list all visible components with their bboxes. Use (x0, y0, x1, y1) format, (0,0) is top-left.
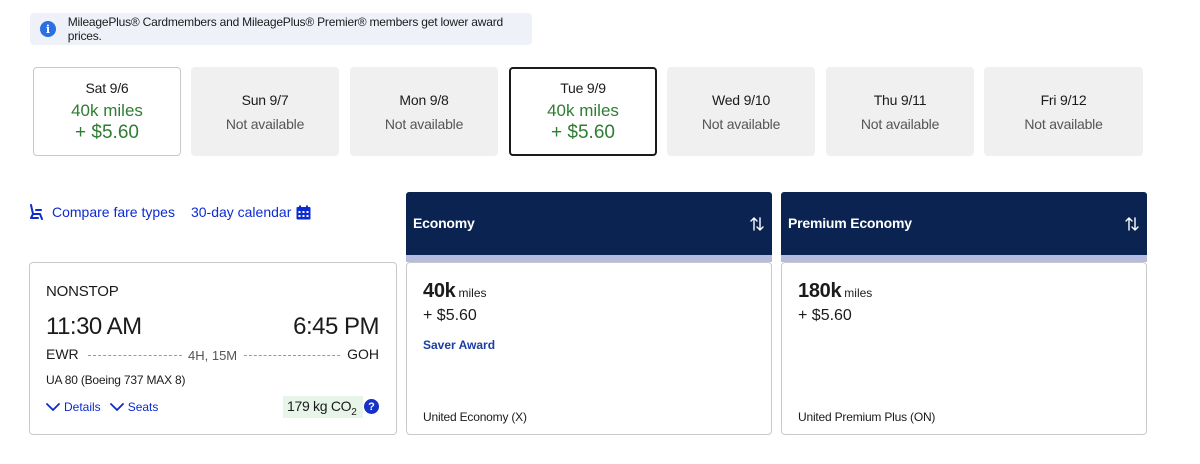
calendar-label: 30-day calendar (190, 204, 292, 220)
date-card-tue-9-9[interactable]: Tue 9/9 40k miles + $5.60 (509, 67, 657, 156)
economy-cabin-class: United Economy (X) (423, 410, 527, 424)
flight-links: Details Seats (46, 400, 167, 414)
date-card-wed-9-10[interactable]: Wed 9/10 Not available (667, 67, 815, 156)
date-price: + $5.60 (551, 121, 615, 143)
route-line (244, 355, 340, 356)
premium-header-accent (781, 255, 1147, 262)
sort-icon[interactable] (750, 216, 764, 232)
date-label: Fri 9/12 (1040, 91, 1087, 108)
date-card-sun-9-7[interactable]: Sun 9/7 Not available (191, 67, 339, 156)
date-card-thu-9-11[interactable]: Thu 9/11 Not available (826, 67, 974, 156)
economy-miles: 40k miles (423, 280, 487, 303)
date-miles: 40k miles (547, 100, 619, 120)
date-card-mon-9-8[interactable]: Mon 9/8 Not available (350, 67, 498, 156)
banner-text: MileagePlus® Cardmembers and MileagePlus… (67, 15, 503, 43)
date-status: Not available (860, 115, 940, 132)
premium-header-label: Premium Economy (788, 215, 912, 231)
premium-fare-card[interactable]: 180k miles + $5.60 United Premium Plus (O… (781, 262, 1147, 435)
sort-icon[interactable] (1125, 216, 1139, 232)
route-line (88, 355, 182, 356)
economy-header-accent (406, 255, 772, 262)
departure-time: 11:30 AM (46, 313, 142, 340)
seat-icon (30, 204, 43, 220)
date-status: Not available (384, 115, 464, 132)
economy-miles-unit: miles (458, 286, 487, 300)
economy-award-type: Saver Award (423, 338, 496, 352)
arrival-time: 6:45 PM (293, 313, 379, 340)
economy-price: + $5.60 (423, 307, 477, 324)
seats-label: Seats (127, 400, 159, 414)
date-label: Wed 9/10 (711, 91, 771, 108)
fare-tools: Compare fare types 30-day calendar (28, 204, 311, 220)
co2-subscript: 2 (351, 406, 357, 418)
date-status: Not available (225, 115, 305, 132)
flight-aircraft: UA 80 (Boeing 737 MAX 8) (46, 373, 186, 387)
info-icon: i (40, 21, 56, 37)
economy-header-label: Economy (413, 215, 475, 231)
chevron-down-icon (109, 402, 124, 411)
premium-price: + $5.60 (798, 307, 852, 324)
date-label: Sun 9/7 (241, 91, 289, 108)
date-label: Tue 9/9 (560, 79, 606, 96)
seats-toggle[interactable]: Seats (109, 400, 159, 414)
economy-column-header[interactable]: Economy (406, 192, 772, 262)
details-label: Details (64, 400, 101, 414)
premium-miles-unit: miles (844, 286, 873, 300)
details-toggle[interactable]: Details (46, 400, 101, 414)
compare-fare-types-link[interactable]: Compare fare types (28, 204, 175, 220)
economy-miles-value: 40k (423, 280, 456, 302)
premium-miles: 180k miles (798, 280, 872, 303)
date-label: Mon 9/8 (399, 91, 449, 108)
help-icon[interactable]: ? (364, 399, 379, 414)
chevron-down-icon (46, 402, 60, 411)
premium-column-header[interactable]: Premium Economy (781, 192, 1147, 262)
economy-fare-card[interactable]: 40k miles + $5.60 Saver Award United Econ… (406, 262, 772, 435)
co2-value: 179 kg CO (287, 398, 352, 414)
date-label: Thu 9/11 (873, 91, 927, 108)
calendar-link[interactable]: 30-day calendar (191, 204, 311, 220)
stops-label: NONSTOP (46, 283, 119, 300)
date-miles: 40k miles (71, 100, 143, 120)
premium-cabin-class: United Premium Plus (ON) (798, 410, 936, 424)
destination-airport: GOH (347, 346, 379, 362)
date-price: + $5.60 (75, 121, 139, 143)
date-card-fri-9-12[interactable]: Fri 9/12 Not available (984, 67, 1143, 156)
date-status: Not available (1024, 115, 1103, 132)
origin-airport: EWR (46, 346, 79, 362)
flight-duration: 4H, 15M (188, 348, 238, 363)
compare-fare-types-label: Compare fare types (52, 204, 175, 220)
award-price-banner: i MileagePlus® Cardmembers and MileagePl… (30, 13, 532, 45)
date-label: Sat 9/6 (85, 79, 129, 96)
date-card-sat-9-6[interactable]: Sat 9/6 40k miles + $5.60 (33, 67, 181, 156)
co2-emissions: 179 kg CO2 (283, 396, 363, 418)
date-status: Not available (701, 115, 781, 132)
calendar-icon (296, 205, 311, 219)
flight-card: NONSTOP 11:30 AM 6:45 PM EWR 4H, 15M GOH… (29, 262, 397, 435)
premium-miles-value: 180k (798, 280, 842, 302)
